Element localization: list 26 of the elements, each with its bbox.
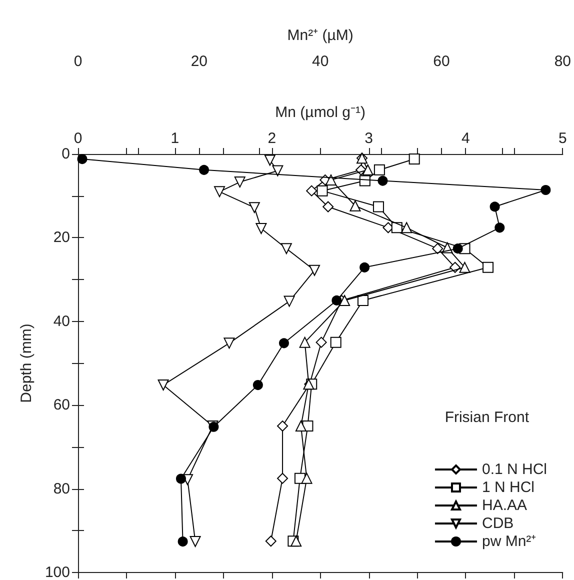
- x-axis-title: Mn (µmol g⁻¹): [275, 104, 366, 121]
- y-tick-label: 40: [53, 312, 70, 330]
- legend-label: HA.AA: [482, 497, 527, 514]
- x2-tick-label: 40: [312, 53, 329, 70]
- x-tick-label: 1: [170, 130, 180, 147]
- x2-tick-label: 0: [74, 53, 82, 70]
- x2-tick-label: 60: [433, 53, 450, 70]
- y-tick-label: 20: [53, 229, 70, 246]
- y-tick-label: 0: [62, 146, 70, 162]
- y-axis-title: Depth (mm): [18, 324, 36, 403]
- x2-tick-label: 80: [554, 53, 571, 70]
- x-tick-label: 4: [462, 130, 470, 147]
- legend-label: 1 N HCl: [482, 479, 534, 496]
- x-tick-label: 5: [558, 130, 567, 147]
- x-tick-label: 3: [364, 130, 373, 147]
- legend-label: pw Mn²⁺: [482, 533, 536, 550]
- x-tick-label: 0: [74, 130, 82, 147]
- y-tick-label: 80: [53, 480, 70, 498]
- legend-title: Frisian Front: [444, 409, 530, 426]
- x2-axis-title: Mn²⁺ (µM): [287, 27, 354, 44]
- x-tick-label: 2: [268, 130, 276, 147]
- y-tick-label: 60: [53, 396, 70, 414]
- y-tick-label: 100: [44, 564, 70, 580]
- legend-label: 0.1 N HCl: [482, 461, 548, 478]
- x2-tick-label: 20: [190, 53, 208, 70]
- legend-label: CDB: [482, 515, 514, 532]
